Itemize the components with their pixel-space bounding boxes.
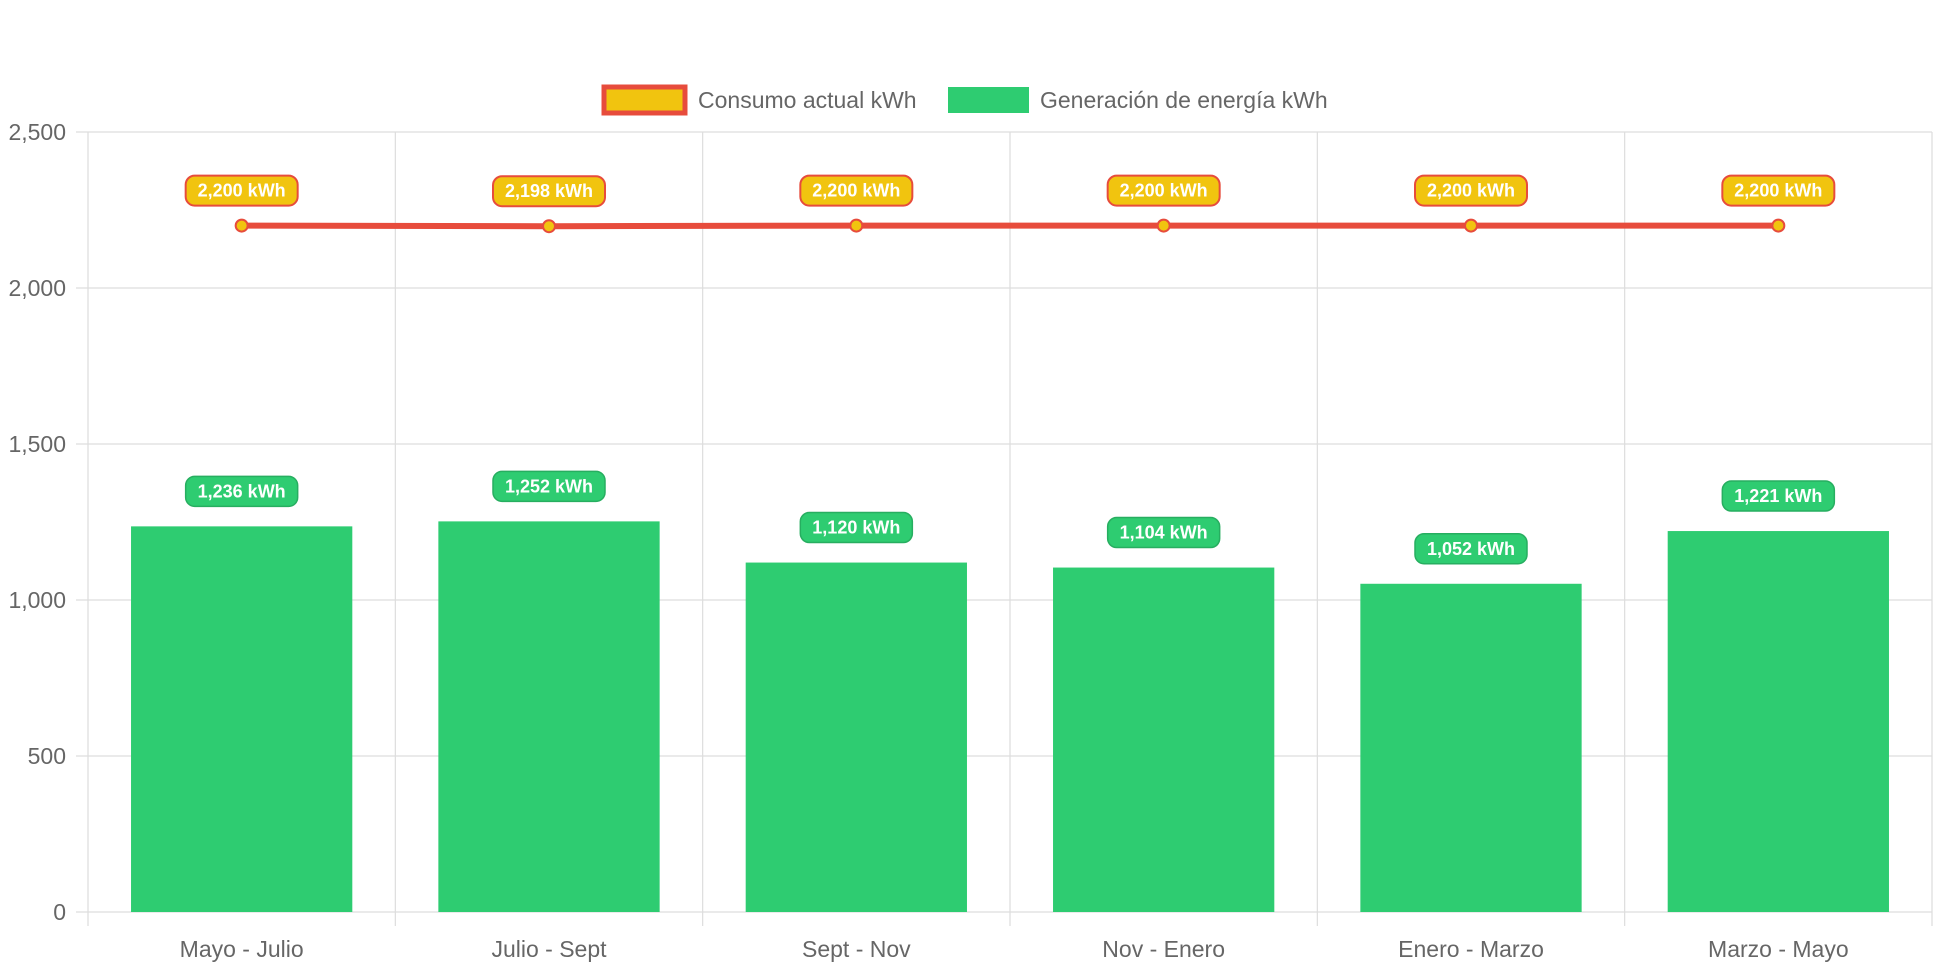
y-tick-label: 500 [28,743,66,769]
bar[interactable] [1053,567,1275,912]
grid-lines [76,131,1933,926]
bar-data-label-bg [1414,533,1528,565]
line-point[interactable] [1464,218,1478,233]
line-data-label: 2,200 kWh [1120,181,1208,201]
line-points [234,218,1786,234]
line-data-label: 2,200 kWh [198,181,286,201]
bar-data-label: 1,104 kWh [1120,523,1208,543]
bar-data-label: 1,252 kWh [505,476,593,496]
bar-data-label-bg [799,511,914,544]
bar[interactable] [1667,531,1889,912]
legend-label-consumo: Consumo actual kWh [698,87,917,113]
line-data-label-bg [492,175,606,208]
line-point[interactable] [234,218,249,233]
bar[interactable] [438,521,660,912]
x-tick-label: Julio - Sept [491,936,607,962]
bar[interactable] [131,526,353,912]
bar-data-label-bg [492,470,606,503]
legend: Consumo actual kWh Generación de energía … [601,84,1328,116]
line-data-label: 2,198 kWh [505,181,593,201]
bar[interactable] [1360,583,1582,912]
line-data-labels: 2,200 kWh 2,198 kWh 2,200 kWh 2,200 kWh 2,20… [184,174,1836,208]
line-consumo [238,222,1782,230]
legend-swatch-generacion[interactable] [948,87,1029,113]
line-data-label-bg [799,174,914,207]
line-point[interactable] [849,218,864,233]
line-point[interactable] [542,219,556,234]
y-tick-label: 2,500 [8,119,66,145]
line-data-label-bg [1106,174,1221,207]
bar-data-labels: 1,236 kWh 1,252 kWh 1,120 kWh 1,104 kWh 1,05… [184,470,1836,565]
line-data-label-bg [1721,174,1836,207]
bar-data-label-bg [1106,516,1221,549]
y-tick-label: 1,500 [8,431,66,457]
line-point[interactable] [1771,218,1786,233]
bar-data-label: 1,120 kWh [812,518,900,538]
bar-data-label-bg [184,475,299,508]
bar-data-label-bg [1721,480,1836,512]
bar-series [131,521,1889,912]
line-data-label: 2,200 kWh [1427,181,1515,201]
legend-label-generacion: Generación de energía kWh [1040,87,1328,113]
bar-data-label: 1,052 kWh [1427,539,1515,559]
y-tick-label: 0 [53,899,66,925]
x-tick-label: Enero - Marzo [1398,936,1544,962]
line-data-label: 2,200 kWh [1734,181,1822,201]
line-data-label-bg [1414,174,1528,207]
bar-data-label: 1,221 kWh [1734,486,1822,506]
line-data-label-bg [184,174,299,207]
y-tick-label: 1,000 [8,587,66,613]
x-tick-label: Mayo - Julio [180,936,304,962]
bar[interactable] [745,562,967,912]
line-data-label: 2,200 kWh [812,181,900,201]
line-point[interactable] [1156,218,1171,233]
x-tick-label: Marzo - Mayo [1708,936,1849,962]
bar-data-label: 1,236 kWh [198,481,286,501]
x-axis: Mayo - Julio Julio - Sept Sept - Nov Nov - … [180,936,1849,962]
x-tick-label: Nov - Enero [1102,936,1225,962]
legend-swatch-consumo[interactable] [601,84,688,116]
x-tick-label: Sept - Nov [802,936,911,962]
y-tick-label: 2,000 [8,275,66,301]
y-axis: 0 500 1,000 1,500 2,000 2,500 [8,119,66,925]
